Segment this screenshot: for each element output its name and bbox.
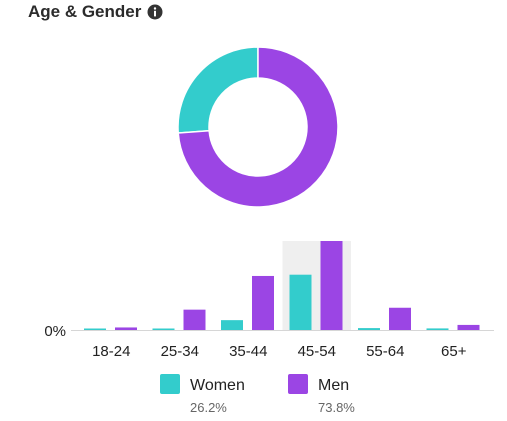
bar-men-65+[interactable] [457,324,480,330]
bar-women-45-54[interactable] [289,274,312,330]
gender-donut-chart [177,46,339,208]
bar-women-18-24[interactable] [84,328,106,331]
bar-women-55-64[interactable] [358,328,380,330]
legend-percent-women: 26.2% [190,400,227,415]
chart-title: Age & Gender [28,2,142,21]
donut-slice-men[interactable] [177,46,339,208]
bar-men-45-54[interactable] [320,241,343,330]
x-tick-label: 55-64 [366,343,404,360]
legend-label-women[interactable]: Women [190,377,245,394]
bar-men-55-64[interactable] [389,307,411,330]
bar-men-18-24[interactable] [115,327,137,330]
legend-swatch-men [288,374,308,394]
bar-men-25-34[interactable] [183,309,206,330]
x-tick-label: 35-44 [229,343,267,360]
donut-slice-women[interactable] [177,46,259,134]
legend-percent-men: 73.8% [318,400,355,415]
legend-swatch-women [160,374,180,394]
info-icon[interactable] [147,4,163,20]
legend-label-men[interactable]: Men [318,377,349,394]
chart-header: Age & Gender [28,2,163,22]
bar-women-25-34[interactable] [152,328,175,331]
x-tick-label: 45-54 [298,343,336,360]
x-tick-label: 25-34 [161,343,199,360]
x-tick-label: 18-24 [92,343,130,360]
chart-legend: Women 26.2% Men 73.8% [160,374,355,415]
bar-women-65+[interactable] [426,328,449,330]
age-bar-chart: 0% 18-24 25-34 35-44 45-54 55-64 65+ [44,241,494,360]
bar-women-35-44[interactable] [221,320,243,330]
x-tick-label: 65+ [441,343,467,360]
y-tick-label: 0% [44,323,66,340]
bar-men-35-44[interactable] [252,275,274,330]
